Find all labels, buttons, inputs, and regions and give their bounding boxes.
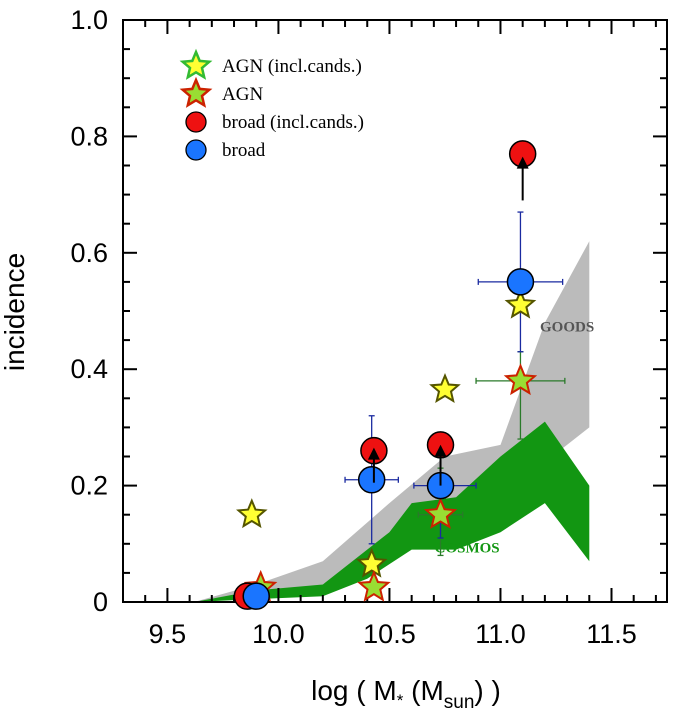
y-tick-label: 0 <box>93 587 108 617</box>
point-broad <box>242 582 270 610</box>
legend-marker-broad-incl-cands <box>185 111 207 133</box>
x-axis-title: log ( M* (Msun) ) <box>311 675 501 713</box>
x-axis-title-part-3: ) ) <box>474 675 500 706</box>
arrows-layer <box>367 156 529 486</box>
lower-limit-arrow-head <box>434 444 447 457</box>
lower-limit-arrow-head <box>367 447 380 460</box>
point-agn <box>357 569 391 602</box>
x-tick-label: 11.5 <box>586 619 637 649</box>
y-tick-label: 1.0 <box>70 5 108 35</box>
y-tick-label: 0.6 <box>70 238 108 268</box>
y-tick-label: 0.4 <box>70 354 108 384</box>
legend-label-agn-incl-cands: AGN (incl.cands.) <box>222 56 362 77</box>
x-tick-label: 10.5 <box>363 619 416 649</box>
point-agn <box>503 363 538 396</box>
legend-label-broad: broad <box>222 140 266 161</box>
legend-label-broad-incl-cands: broad (incl.cands.) <box>222 112 364 133</box>
legend-marker-agn <box>179 76 213 108</box>
y-tick-label: 0.8 <box>70 121 108 151</box>
point-agn-incl-cands <box>236 498 268 529</box>
x-axis-title-part-2: (M <box>403 675 443 706</box>
y-axis-title: incidence <box>0 253 30 371</box>
legend: AGN (incl.cands.) AGN broad (incl.cands.) b… <box>179 48 364 161</box>
point-agn-incl-cands <box>504 288 537 319</box>
x-axis-title-sun: sun <box>444 692 475 713</box>
point-agn-incl-cands <box>429 372 461 403</box>
x-tick-label: 11.0 <box>475 619 526 649</box>
x-tick-label: 10.0 <box>252 619 305 649</box>
point-agn <box>423 497 458 529</box>
point-broad <box>357 466 386 494</box>
x-axis-title-part-1: log ( M <box>311 675 397 706</box>
legend-label-agn: AGN <box>222 84 263 105</box>
legend-marker-agn-incl-cands <box>179 48 213 80</box>
band-label-cosmos: COSMOS <box>435 541 500 557</box>
x-tick-label: 9.5 <box>149 619 187 649</box>
legend-marker-broad <box>185 139 207 161</box>
x-axis-title-star: * <box>397 691 404 710</box>
y-tick-label: 0.2 <box>70 471 108 501</box>
point-agn-incl-cands <box>355 547 388 578</box>
point-broad <box>506 268 535 296</box>
band-cosmos <box>194 421 590 602</box>
lower-limit-arrow-head <box>516 156 529 169</box>
bands-layer: GOODS COSMOS <box>194 241 594 602</box>
band-label-goods: GOODS <box>540 319 594 335</box>
